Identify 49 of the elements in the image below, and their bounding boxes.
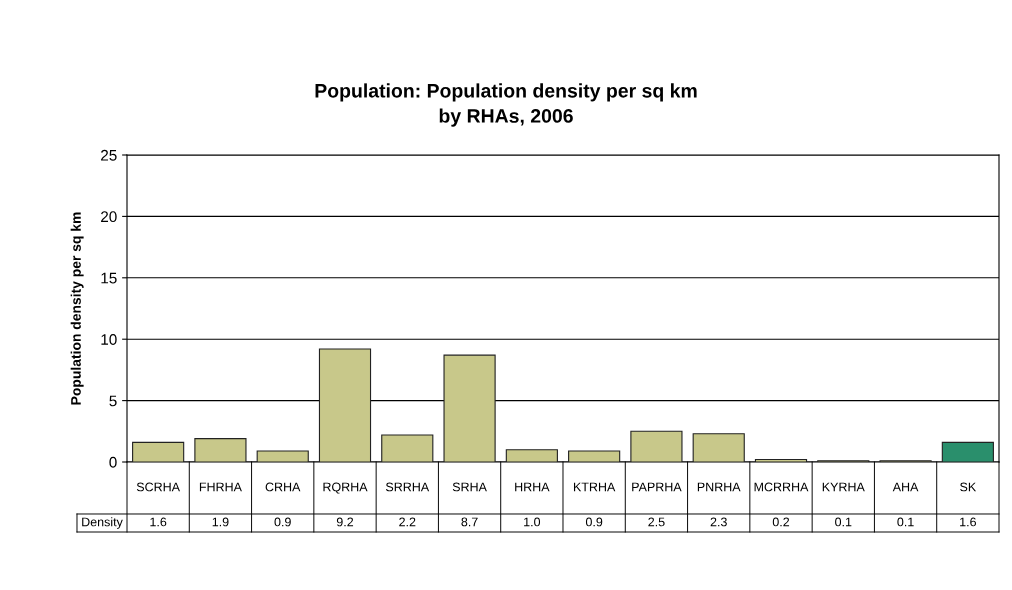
- x-tick-label: KYRHA: [822, 482, 865, 492]
- bar: [256, 450, 309, 462]
- data-label: 0.9: [585, 517, 603, 527]
- x-tick-label: HRHA: [515, 482, 550, 492]
- bar: [381, 434, 434, 462]
- y-tick-label: 25: [101, 149, 117, 161]
- x-tick-label: SCRHA: [136, 482, 180, 492]
- y-tick-label: 15: [101, 272, 117, 284]
- y-tick-label: 0: [109, 456, 117, 468]
- x-tick-label: AHA: [892, 482, 919, 492]
- data-label: 8.7: [461, 517, 478, 527]
- data-label: 0.9: [274, 517, 291, 527]
- bar: [194, 438, 247, 462]
- y-axis-title: Population density per sq km: [70, 212, 84, 405]
- data-label: 0.2: [772, 517, 790, 527]
- data-label: 1.9: [212, 517, 229, 527]
- bar: [318, 348, 372, 462]
- bar: [630, 430, 683, 462]
- chart-title: Population: Population density per sq km by RHAs, 2006: [315, 83, 697, 127]
- x-tick-label: PAPRHA: [632, 482, 682, 492]
- x-tick-label: MCRRHA: [754, 482, 809, 492]
- y-tick-label: 20: [101, 211, 117, 223]
- data-label: 9.2: [336, 517, 354, 527]
- data-label: 1.6: [960, 517, 976, 527]
- x-tick-label: SRHA: [452, 482, 487, 492]
- x-tick-label: SRRHA: [385, 482, 430, 492]
- y-tick-label: 10: [101, 334, 117, 345]
- x-tick-label: KTRHA: [573, 482, 616, 492]
- data-label: 0.1: [835, 517, 852, 527]
- x-tick-label: SK: [960, 482, 977, 492]
- bar: [132, 441, 185, 462]
- text: Density: [82, 517, 123, 529]
- x-tick-label: PNRHA: [697, 482, 741, 492]
- data-label: 2.5: [648, 517, 665, 527]
- data-label: 1.6: [150, 517, 167, 527]
- bar: [692, 433, 745, 462]
- bar: [568, 450, 621, 462]
- x-tick-label: RQRHA: [323, 482, 368, 494]
- bar: [505, 449, 558, 462]
- data-label: 2.2: [399, 517, 416, 527]
- data-label: 1.0: [524, 517, 541, 527]
- bar: [754, 458, 808, 462]
- data-label: 2.3: [710, 517, 727, 527]
- bar: [443, 354, 496, 462]
- data-label: 0.1: [897, 517, 914, 527]
- x-tick-label: FHRHA: [199, 482, 242, 492]
- y-tick-label: 5: [109, 395, 117, 407]
- bar: [941, 441, 994, 462]
- x-tick-label: CRHA: [265, 482, 301, 492]
